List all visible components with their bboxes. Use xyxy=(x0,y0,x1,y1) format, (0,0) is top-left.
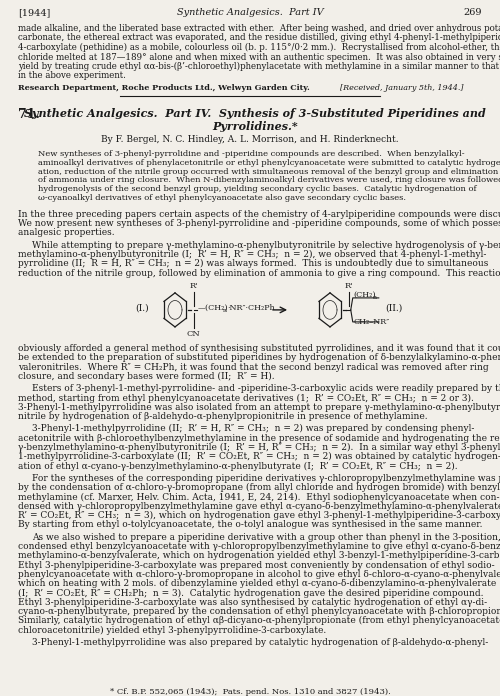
Text: As we also wished to prepare a piperidine derivative with a group other than phe: As we also wished to prepare a piperidin… xyxy=(32,532,500,541)
Text: which on heating with 2 mols. of dibenzylamine yielded ethyl α-cyano-δ-dibenzyla: which on heating with 2 mols. of dibenzy… xyxy=(18,579,496,588)
Text: n: n xyxy=(223,308,227,313)
Text: ω-cyanoalkyl derivatives of ethyl phenylcyanoacetate also gave secondary cyclic : ω-cyanoalkyl derivatives of ethyl phenyl… xyxy=(38,194,406,202)
Text: yield by treating crude ethyl αα-bis-(β’-chloroethyl)phenylacetate with methylam: yield by treating crude ethyl αα-bis-(β’… xyxy=(18,62,500,71)
Text: Synthetic Analgesics.  Part IV: Synthetic Analgesics. Part IV xyxy=(176,8,324,17)
Text: closure, and secondary bases were formed (II;  R″ = H).: closure, and secondary bases were formed… xyxy=(18,372,274,381)
Text: 1-methylpyrrolidine-3-carboxylate (II;  R’ = CO₂Et, R″ = CH₃;  n = 2) was obtain: 1-methylpyrrolidine-3-carboxylate (II; R… xyxy=(18,452,500,461)
Text: R': R' xyxy=(190,282,198,290)
Text: 3-Phenyl-1-methylpyrrolidine was also prepared by catalytic hydrogenation of β-a: 3-Phenyl-1-methylpyrrolidine was also pr… xyxy=(32,638,488,647)
Text: While attempting to prepare γ-methylamino-α-phenylbutyronitrile by selective hyd: While attempting to prepare γ-methylamin… xyxy=(32,241,500,250)
Text: carbonate, the ethereal extract was evaporated, and the residue distilled, givin: carbonate, the ethereal extract was evap… xyxy=(18,33,500,42)
Text: (I.): (I.) xyxy=(135,303,148,313)
Text: reduction of the nitrile group, followed by elimination of ammonia to give a rin: reduction of the nitrile group, followed… xyxy=(18,269,500,278)
Text: CH₂–NR″: CH₂–NR″ xyxy=(354,318,390,326)
Text: ation of ethyl α-cyano-γ-benzylmethylamino-α-phenylbutyrate (I;  R’ = CO₂Et, R″ : ation of ethyl α-cyano-γ-benzylmethylami… xyxy=(18,461,458,470)
Text: phenylcyanoacetate with α-chloro-γ-bromopropane in alcohol to give ethyl δ-chlor: phenylcyanoacetate with α-chloro-γ-bromo… xyxy=(18,570,500,579)
Text: n: n xyxy=(373,295,377,300)
Text: [1944]: [1944] xyxy=(18,8,50,17)
Text: methylamino-α-benzylvalerate, which on hydrogenation yielded ethyl 3-benzyl-1-me: methylamino-α-benzylvalerate, which on h… xyxy=(18,551,500,560)
Text: Ethyl 3-phenylpiperidine-3-carboxylate was also synthesised by catalytic hydroge: Ethyl 3-phenylpiperidine-3-carboxylate w… xyxy=(18,598,487,607)
Text: By starting from ethyl o-tolylcyanoacetate, the o-tolyl analogue was synthesised: By starting from ethyl o-tolylcyanoaceta… xyxy=(18,521,482,529)
Text: of ammonia under ring closure.  When N-dibenzylaminoalkyl derivatives were used,: of ammonia under ring closure. When N-di… xyxy=(38,176,500,184)
Text: ·NR″·CH₂Ph: ·NR″·CH₂Ph xyxy=(227,304,274,312)
Text: densed with γ-chloropropylbenzylmethylamine gave ethyl α-cyano-δ-benzylmethylami: densed with γ-chloropropylbenzylmethylam… xyxy=(18,502,500,511)
Text: 71.: 71. xyxy=(18,108,40,121)
Text: 4-carboxylate (pethidine) as a mobile, colourless oil (b. p. 115°/0·2 mm.).  Rec: 4-carboxylate (pethidine) as a mobile, c… xyxy=(18,43,500,52)
Text: Pyrrolidines.*: Pyrrolidines.* xyxy=(212,121,298,132)
Text: In the three preceding papers certain aspects of the chemistry of 4-arylpiperidi: In the three preceding papers certain as… xyxy=(18,209,500,219)
Text: New syntheses of 3-phenyl-pyrrolidine and -piperidine compounds are described.  : New syntheses of 3-phenyl-pyrrolidine an… xyxy=(38,150,465,158)
Text: by the condensation of α-chloro-γ-bromopropane (from allyl chloride and hydrogen: by the condensation of α-chloro-γ-bromop… xyxy=(18,483,500,492)
Text: Similarly, catalytic hydrogenation of ethyl αβ-dicyano-α-phenylpropionate (from : Similarly, catalytic hydrogenation of et… xyxy=(18,616,500,626)
Text: analgesic properties.: analgesic properties. xyxy=(18,228,114,237)
Text: * Cf. B.P. 552,065 (1943);  Pats. pend. Nos. 1310 and 3827 (1943).: * Cf. B.P. 552,065 (1943); Pats. pend. N… xyxy=(110,688,390,696)
Text: cyano-α-phenylbutyrate, prepared by the condensation of ethyl phenylcyanoacetate: cyano-α-phenylbutyrate, prepared by the … xyxy=(18,607,500,616)
Text: [Received, January 5th, 1944.]: [Received, January 5th, 1944.] xyxy=(340,84,464,92)
Text: pyrrolidine (II;  R = H, R″ = CH₃;  n = 2) was always formed.  This is undoubted: pyrrolidine (II; R = H, R″ = CH₃; n = 2)… xyxy=(18,260,488,269)
Text: R’ = CO₂Et, R″ = CH₃;  n = 3), which on hydrogenation gave ethyl 3-phenyl-1-meth: R’ = CO₂Et, R″ = CH₃; n = 3), which on h… xyxy=(18,511,500,520)
Text: By F. Bergel, N. C. Hindley, A. L. Morrison, and H. Rinderknecht.: By F. Bergel, N. C. Hindley, A. L. Morri… xyxy=(101,135,399,144)
Text: obviously afforded a general method of synthesising substituted pyrrolidines, an: obviously afforded a general method of s… xyxy=(18,344,500,353)
Text: nitrile by hydrogenation of β-aldehydo-α-phenylpropionitrile in presence of meth: nitrile by hydrogenation of β-aldehydo-α… xyxy=(18,412,428,421)
Text: made alkaline, and the liberated base extracted with ether.  After being washed,: made alkaline, and the liberated base ex… xyxy=(18,24,500,33)
Text: We now present new syntheses of 3-phenyl-pyrrolidine and -piperidine compounds, : We now present new syntheses of 3-phenyl… xyxy=(18,219,500,228)
Text: 3-Phenyl-1-methylpyrrolidine was also isolated from an attempt to prepare γ-meth: 3-Phenyl-1-methylpyrrolidine was also is… xyxy=(18,403,500,412)
Text: methylamine (cf. Marxer, Helv. Chim. Acta, 1941, E, 24, 214).  Ethyl sodiophenyl: methylamine (cf. Marxer, Helv. Chim. Act… xyxy=(18,492,500,502)
Text: Ethyl 3-phenylpiperidine-3-carboxylate was prepared most conveniently by condens: Ethyl 3-phenylpiperidine-3-carboxylate w… xyxy=(18,560,494,569)
Text: Research Department, Roche Products Ltd., Welwyn Garden City.: Research Department, Roche Products Ltd.… xyxy=(18,84,310,92)
Text: condensed ethyl benzylcyanoacetate with γ-chloropropylbenzylmethylamine to give : condensed ethyl benzylcyanoacetate with … xyxy=(18,542,500,551)
Text: R': R' xyxy=(344,282,353,290)
Text: (CH₂): (CH₂) xyxy=(354,291,376,299)
Text: (II.): (II.) xyxy=(385,303,402,313)
Text: chloroacetonitrile) yielded ethyl 3-phenylpyrrolidine-3-carboxylate.: chloroacetonitrile) yielded ethyl 3-phen… xyxy=(18,626,326,635)
Text: methylamino-α-phenylbutyronitrile (I;  R’ = H, R″ = CH₃;  n = 2), we observed th: methylamino-α-phenylbutyronitrile (I; R’… xyxy=(18,250,486,259)
Text: aminoalkyl derivatives of phenylacetonitrile or ethyl phenylcyanoacetate were su: aminoalkyl derivatives of phenylacetonit… xyxy=(38,159,500,167)
Text: hydrogenolysis of the second benzyl group, yielding secondary cyclic bases.  Cat: hydrogenolysis of the second benzyl grou… xyxy=(38,185,476,193)
Text: γ-benzylmethylamino-α-phenylbutyronitrile (I;  R’ = H, R″ = CH₃;  n = 2).  In a : γ-benzylmethylamino-α-phenylbutyronitril… xyxy=(18,443,500,452)
Text: be extended to the preparation of substituted piperidines by hydrogenation of δ-: be extended to the preparation of substi… xyxy=(18,353,500,362)
Text: —(CH₂): —(CH₂) xyxy=(198,304,228,312)
Text: Synthetic Analgesics.  Part IV.  Synthesis of 3-Substituted Piperidines and: Synthetic Analgesics. Part IV. Synthesis… xyxy=(24,108,486,119)
Text: 3-Phenyl-1-methylpyrrolidine (II;  R’ = H, R″ = CH₃;  n = 2) was prepared by con: 3-Phenyl-1-methylpyrrolidine (II; R’ = H… xyxy=(32,425,474,434)
Text: (I;  R’ = CO₂Et, R″ = CH₂Ph;  n = 3).  Catalytic hydrogenation gave the desired : (I; R’ = CO₂Et, R″ = CH₂Ph; n = 3). Cata… xyxy=(18,588,483,598)
Text: acetonitrile with β-chloroethylbenzylmethylamine in the presence of sodamide and: acetonitrile with β-chloroethylbenzylmet… xyxy=(18,434,500,443)
Text: in the above experiment.: in the above experiment. xyxy=(18,72,126,81)
Text: valeronitriles.  Where R″ = CH₂Ph, it was found that the second benzyl radical w: valeronitriles. Where R″ = CH₂Ph, it was… xyxy=(18,363,488,372)
Text: method, starting from ethyl phenylcyanoacetate derivatives (1;  R’ = CO₂Et, R″ =: method, starting from ethyl phenylcyanoa… xyxy=(18,393,474,402)
Text: 269: 269 xyxy=(464,8,482,17)
Text: ation, reduction of the nitrile group occurred with simultaneous removal of the : ation, reduction of the nitrile group oc… xyxy=(38,168,498,175)
Text: For the syntheses of the corresponding piperidine derivatives γ-chloropropylbenz: For the syntheses of the corresponding p… xyxy=(32,474,500,483)
Text: Esters of 3-phenyl-1-methyl-pyrrolidine- and -piperidine-3-carboxylic acids were: Esters of 3-phenyl-1-methyl-pyrrolidine-… xyxy=(32,384,500,393)
Text: CN: CN xyxy=(187,330,200,338)
Text: chloride melted at 187—189° alone and when mixed with an authentic specimen.  It: chloride melted at 187—189° alone and wh… xyxy=(18,52,500,61)
